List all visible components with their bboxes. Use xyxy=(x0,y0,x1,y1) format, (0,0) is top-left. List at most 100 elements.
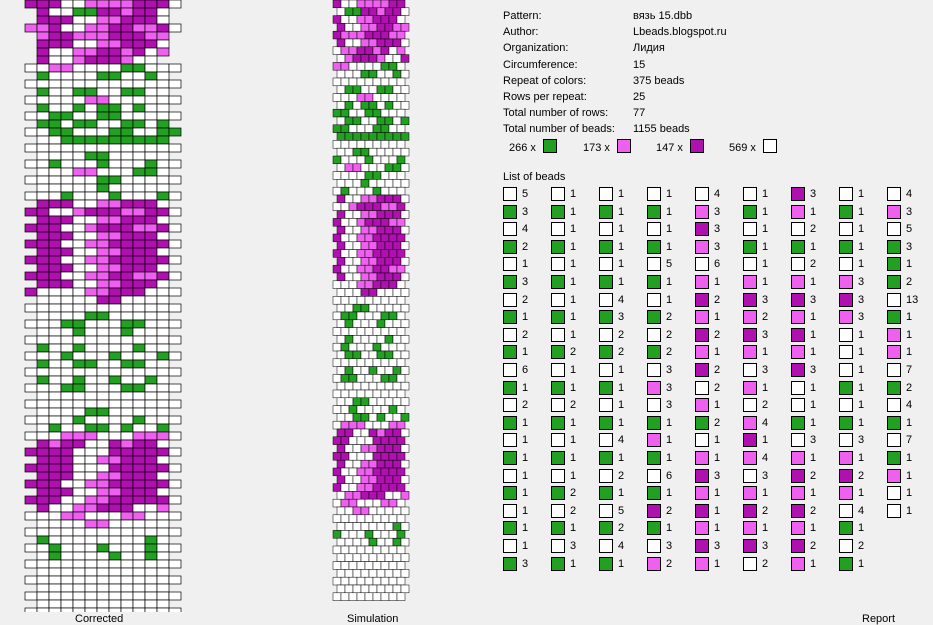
white-bead xyxy=(84,439,98,449)
bead-color-swatch xyxy=(599,239,613,254)
white-bead xyxy=(336,288,346,297)
white-bead xyxy=(72,543,86,553)
bead-color-swatch xyxy=(887,503,901,518)
bead-count: 1 xyxy=(714,522,721,535)
white-bead xyxy=(24,415,38,425)
purple-bead xyxy=(144,255,158,265)
bead-color-swatch xyxy=(551,310,565,325)
white-bead xyxy=(60,119,74,129)
white-bead xyxy=(364,452,374,461)
bead-count: 1 xyxy=(618,452,625,464)
bead-count: 1 xyxy=(858,522,865,535)
white-bead xyxy=(120,303,134,313)
white-bead xyxy=(400,381,410,391)
white-bead xyxy=(372,311,382,321)
pink-bead xyxy=(84,47,98,57)
white-bead xyxy=(96,127,110,137)
bead-count: 2 xyxy=(906,276,913,288)
purple-bead xyxy=(364,202,374,211)
pink-bead xyxy=(108,247,122,257)
purple-bead xyxy=(384,428,394,438)
white-bead xyxy=(340,358,350,367)
bead-color-swatch xyxy=(647,556,661,571)
bead-color-swatch xyxy=(839,222,853,237)
info-label: Circumference: xyxy=(503,58,578,71)
purple-bead xyxy=(48,15,62,25)
purple-bead xyxy=(36,495,50,505)
white-bead xyxy=(60,207,74,217)
green-bead xyxy=(352,147,362,157)
green-bead xyxy=(344,101,354,110)
pink-bead xyxy=(60,63,74,73)
white-bead xyxy=(48,175,62,185)
white-bead xyxy=(372,576,382,586)
white-bead xyxy=(376,163,386,172)
white-bead xyxy=(156,327,170,337)
white-bead xyxy=(156,399,170,409)
white-bead xyxy=(24,111,38,121)
purple-bead xyxy=(36,0,50,9)
bead-list-item: 1 xyxy=(839,186,883,202)
white-bead xyxy=(132,599,146,609)
green-bead xyxy=(96,103,110,113)
white-bead xyxy=(352,38,362,48)
white-bead xyxy=(96,303,110,313)
white-bead xyxy=(344,23,354,32)
white-bead xyxy=(364,342,374,352)
bead-list-item: 2 xyxy=(503,292,547,308)
white-bead xyxy=(340,264,350,274)
white-bead xyxy=(156,607,170,612)
purple-bead xyxy=(336,210,346,219)
white-bead xyxy=(96,607,110,612)
white-bead xyxy=(384,506,394,516)
bead-list-item: 2 xyxy=(503,239,547,255)
green-bead xyxy=(108,71,122,81)
white-bead xyxy=(156,487,170,497)
white-bead xyxy=(144,111,158,121)
bead-count: 1 xyxy=(522,469,529,482)
white-bead xyxy=(108,87,122,97)
bead-count: 4 xyxy=(906,399,913,412)
white-bead xyxy=(132,111,146,121)
white-bead xyxy=(24,303,38,313)
pink-bead xyxy=(376,7,386,16)
summary-count: 147 x xyxy=(656,142,683,154)
bead-list-item: 13 xyxy=(887,292,931,308)
purple-bead xyxy=(392,225,402,235)
bead-count: 3 xyxy=(714,223,721,236)
bead-color-swatch xyxy=(743,187,757,201)
bead-color-swatch xyxy=(839,433,853,448)
purple-bead xyxy=(156,0,170,9)
purple-bead xyxy=(108,495,122,505)
purple-bead-swatch xyxy=(690,139,704,153)
white-bead xyxy=(144,599,158,609)
purple-bead xyxy=(96,503,110,513)
green-bead xyxy=(72,359,86,369)
purple-bead xyxy=(132,495,146,505)
white-bead xyxy=(108,607,122,612)
bead-count: 1 xyxy=(810,205,817,218)
white-bead xyxy=(380,405,390,414)
info-value: 15 xyxy=(633,58,646,71)
purple-bead xyxy=(332,0,342,9)
white-bead xyxy=(372,498,382,508)
purple-bead xyxy=(48,271,62,281)
white-bead xyxy=(352,459,362,469)
white-bead xyxy=(60,47,74,57)
bead-count: 3 xyxy=(810,188,817,200)
white-bead xyxy=(60,159,74,169)
white-bead xyxy=(60,0,74,9)
green-bead xyxy=(368,537,378,547)
purple-bead xyxy=(156,495,170,505)
white-bead xyxy=(132,79,146,89)
bead-list-item: 1 xyxy=(695,485,739,501)
bead-count: 1 xyxy=(666,293,673,306)
pink-bead xyxy=(144,271,158,281)
bead-count: 1 xyxy=(810,399,817,412)
white-bead xyxy=(352,475,362,484)
pink-bead xyxy=(356,264,366,274)
white-bead xyxy=(340,202,350,211)
purple-bead xyxy=(372,483,382,492)
white-bead xyxy=(156,231,170,241)
bead-color-swatch xyxy=(791,433,805,448)
